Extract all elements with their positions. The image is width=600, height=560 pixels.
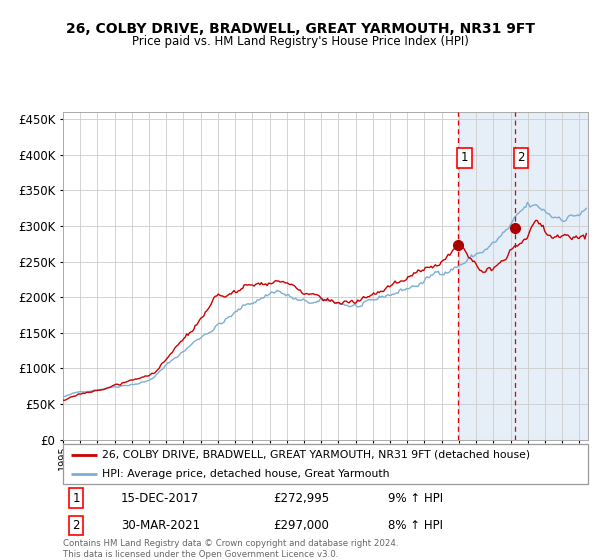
Text: 26, COLBY DRIVE, BRADWELL, GREAT YARMOUTH, NR31 9FT (detached house): 26, COLBY DRIVE, BRADWELL, GREAT YARMOUT… — [103, 450, 530, 460]
Text: 2: 2 — [73, 519, 80, 532]
Text: Contains HM Land Registry data © Crown copyright and database right 2024.
This d: Contains HM Land Registry data © Crown c… — [63, 539, 398, 559]
Text: 15-DEC-2017: 15-DEC-2017 — [121, 492, 199, 505]
Text: 1: 1 — [461, 151, 468, 165]
Text: £297,000: £297,000 — [273, 519, 329, 532]
Text: 26, COLBY DRIVE, BRADWELL, GREAT YARMOUTH, NR31 9FT: 26, COLBY DRIVE, BRADWELL, GREAT YARMOUT… — [65, 22, 535, 36]
Text: 8% ↑ HPI: 8% ↑ HPI — [389, 519, 443, 532]
Text: Price paid vs. HM Land Registry's House Price Index (HPI): Price paid vs. HM Land Registry's House … — [131, 35, 469, 48]
Text: 1: 1 — [73, 492, 80, 505]
Bar — [458, 112, 588, 440]
Text: 9% ↑ HPI: 9% ↑ HPI — [389, 492, 443, 505]
Text: 2: 2 — [517, 151, 525, 165]
Bar — [569, 112, 588, 440]
FancyBboxPatch shape — [63, 444, 588, 484]
Text: HPI: Average price, detached house, Great Yarmouth: HPI: Average price, detached house, Grea… — [103, 469, 390, 479]
Text: £272,995: £272,995 — [273, 492, 329, 505]
Text: 30-MAR-2021: 30-MAR-2021 — [121, 519, 200, 532]
